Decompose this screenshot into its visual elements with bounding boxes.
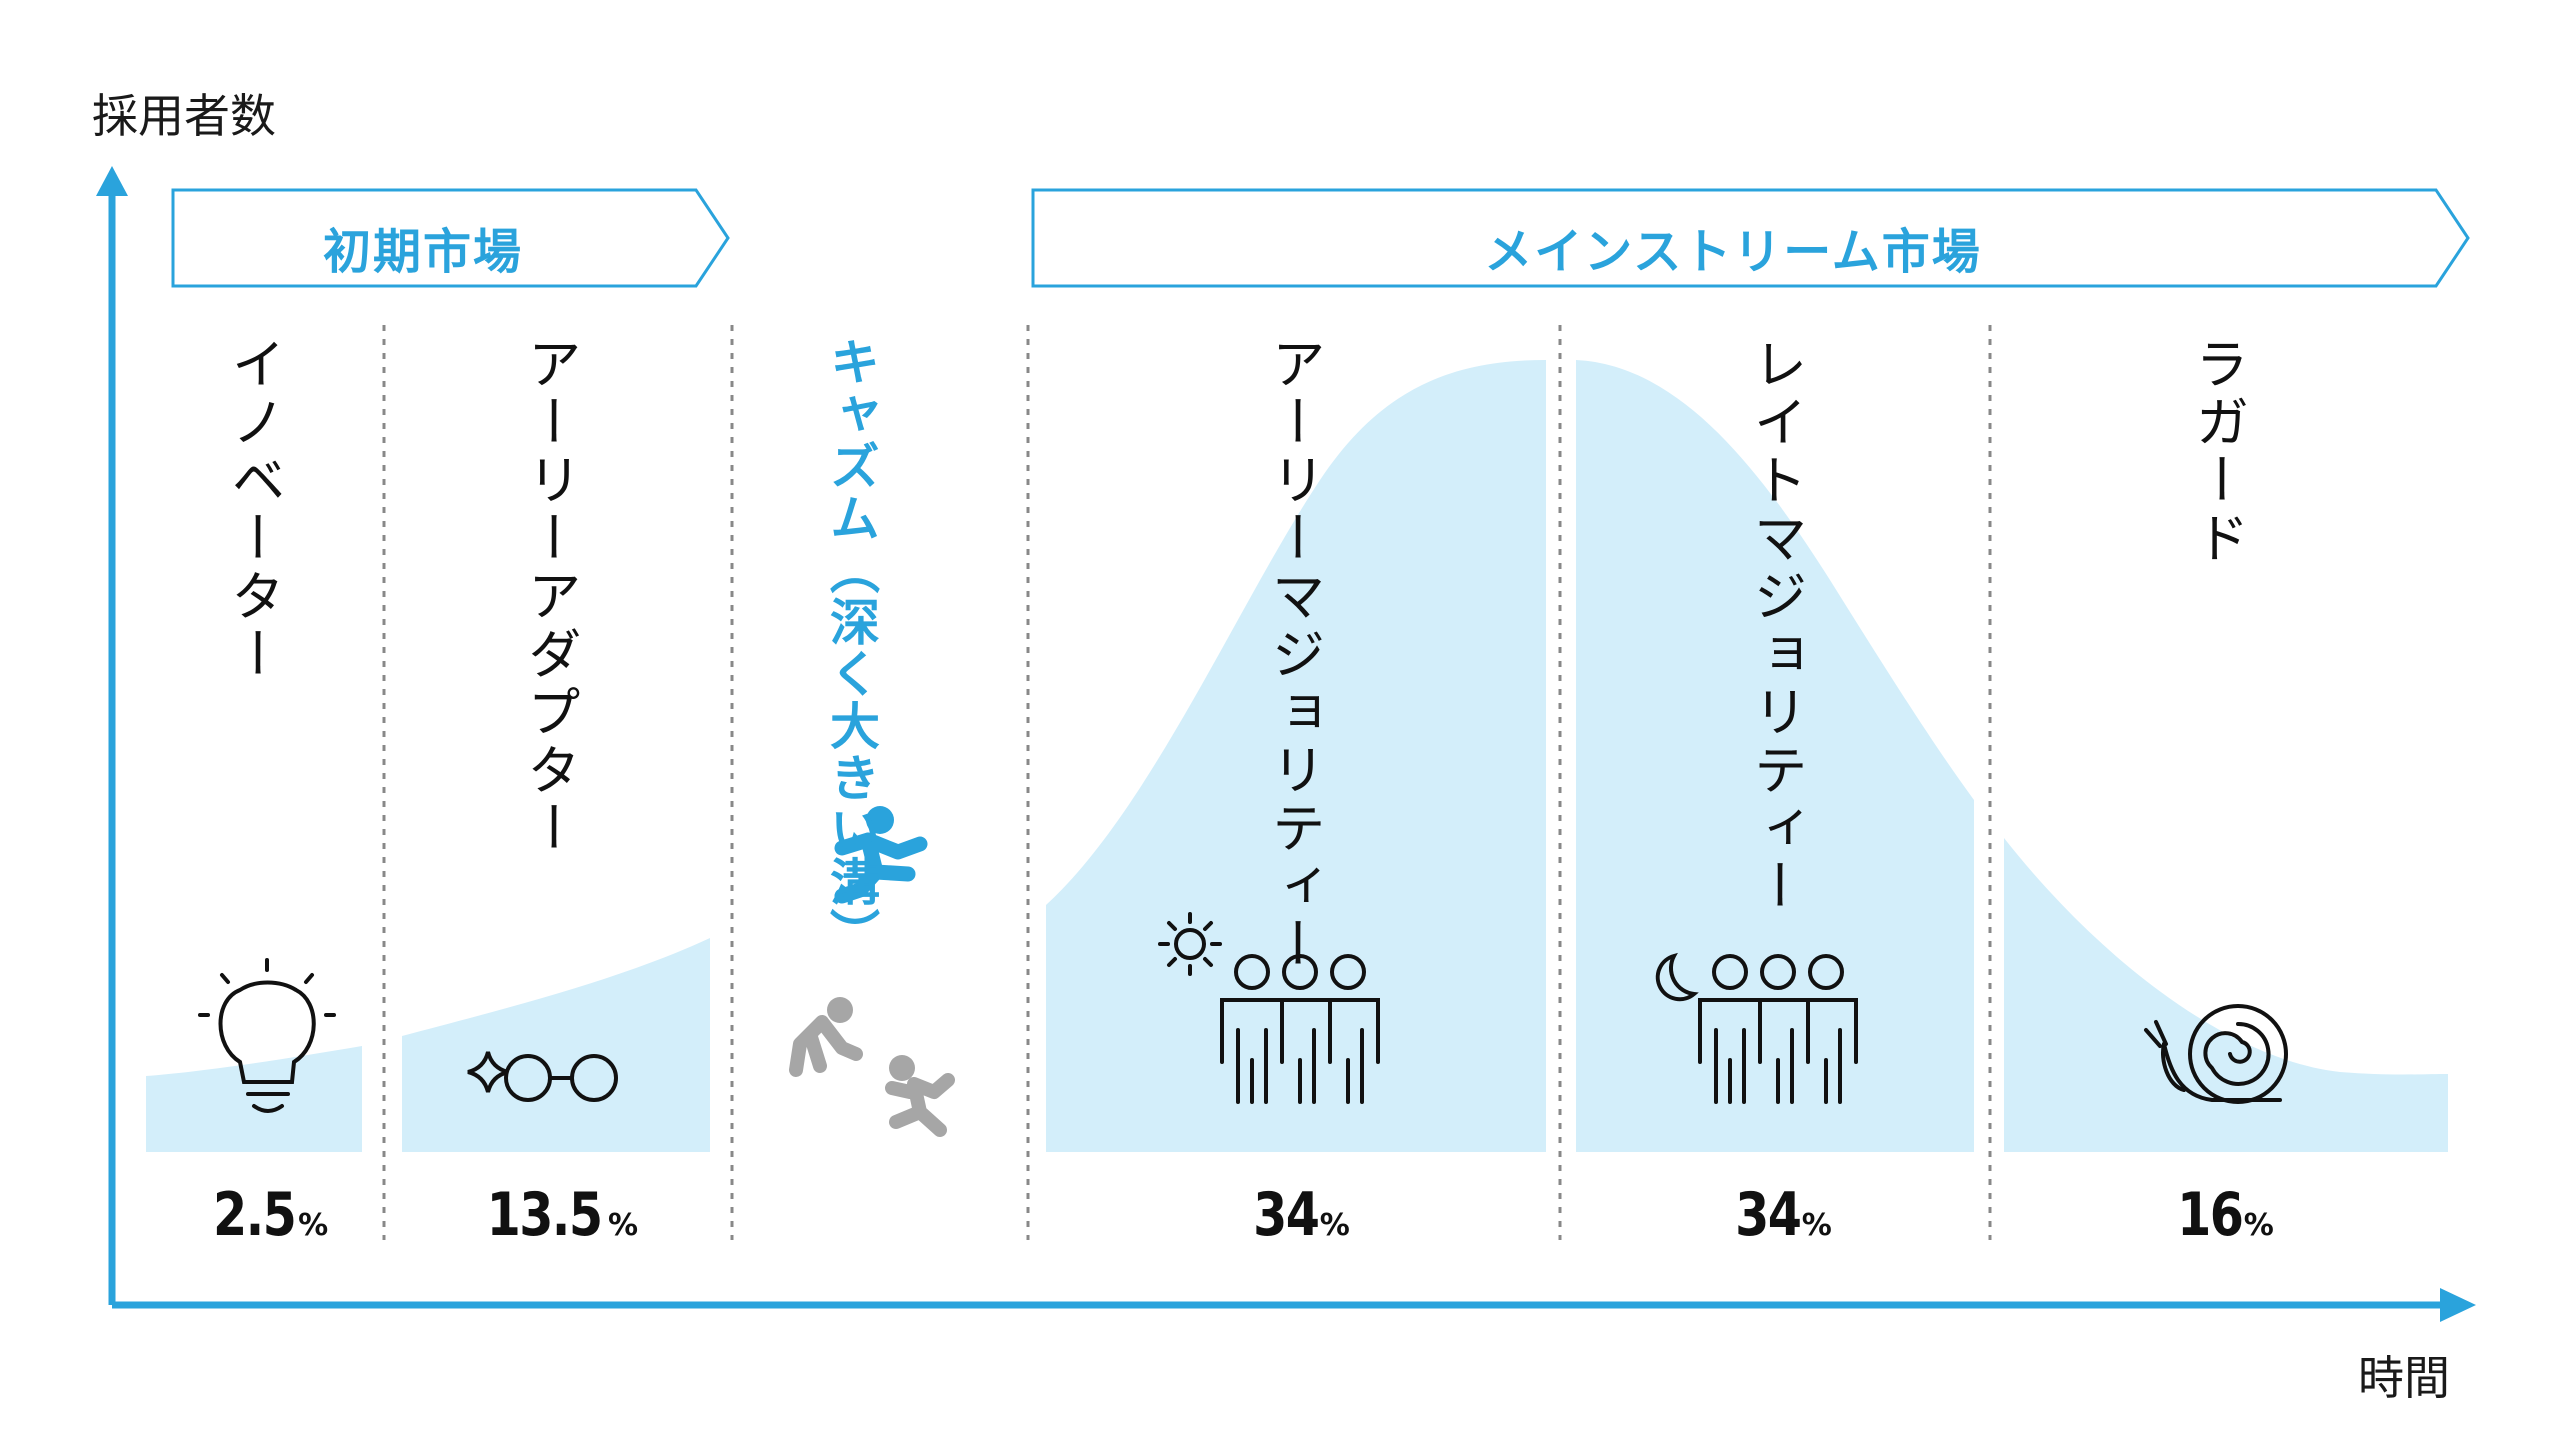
y-axis-label: 採用者数	[92, 89, 276, 143]
segment-label-chasm: キャズム（深く大きい溝）	[822, 336, 880, 960]
percent-early-adopters: 13.5%	[486, 1180, 639, 1250]
segment-label-early-majority: アーリーマジョリティー	[1262, 336, 1325, 974]
area-early-majority	[1046, 360, 1546, 1152]
percent-laggards: 16%	[2177, 1180, 2274, 1250]
falling-person-icon	[789, 997, 955, 1137]
area-innovators	[146, 1046, 362, 1152]
jumping-person-icon	[834, 806, 928, 904]
x-axis-label: 時間	[2358, 1351, 2450, 1405]
early-market-label: 初期市場	[322, 224, 523, 280]
percent-early-majority: 34%	[1253, 1180, 1350, 1250]
percent-innovators: 2.5%	[212, 1180, 329, 1250]
segment-label-early-adopters: アーリーアダプター	[518, 336, 581, 858]
people-group	[1698, 954, 1858, 1104]
snail-icon	[2144, 1004, 2288, 1104]
early-market-banner	[171, 188, 730, 288]
people-group	[1220, 954, 1380, 1104]
area-laggards	[2004, 838, 2448, 1152]
segment-label-late-majority: レイトマジョリティー	[1744, 336, 1807, 916]
axes	[96, 166, 2476, 1322]
moon-people-icon	[1655, 952, 1858, 1104]
area-early-adopters	[402, 938, 710, 1152]
percent-late-majority: 34%	[1735, 1180, 1832, 1250]
mainstream-market-label: メインストリーム市場	[1484, 224, 1982, 280]
segment-label-laggards: ラガード	[2186, 336, 2249, 568]
sun-people-icon	[1158, 912, 1380, 1104]
lightbulb-icon	[198, 958, 336, 1113]
mainstream-market-banner	[1031, 188, 2470, 288]
glasses-sparkle-icon	[467, 1051, 618, 1102]
segment-label-innovators: イノベーター	[222, 336, 285, 684]
